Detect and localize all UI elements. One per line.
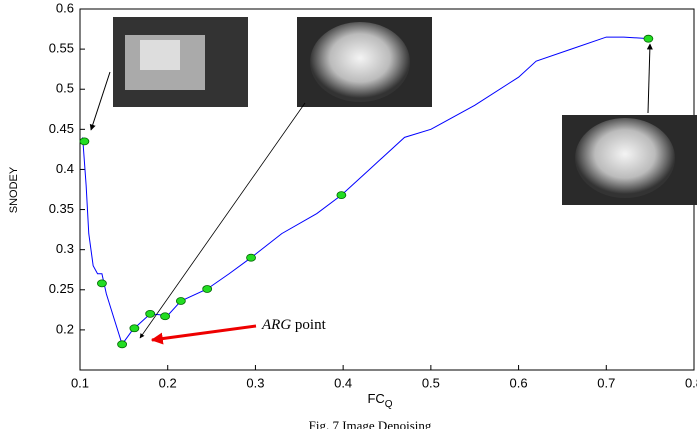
y-tick-label: 0.35 (49, 201, 74, 216)
data-point (643, 34, 654, 43)
annotation-text: point (291, 317, 326, 333)
insets (89, 17, 697, 345)
y-tick-label: 0.55 (49, 41, 74, 56)
x-tick-label: 0.1 (71, 375, 89, 390)
y-tick-label: 0.6 (56, 0, 74, 15)
data-line (82, 36, 649, 346)
y-tick-label: 0.25 (49, 281, 74, 296)
x-tick-label: 0.6 (510, 375, 528, 390)
inset-image (310, 22, 410, 102)
x-label-sub: Q (385, 399, 393, 410)
data-point (117, 340, 128, 349)
data-point (129, 324, 140, 333)
x-tick-label: 0.5 (422, 375, 440, 390)
caption: Fig. 7 Image Denoising (309, 418, 432, 429)
data-point (160, 312, 170, 321)
y-tick-label: 0.2 (56, 321, 74, 336)
x-tick-label: 0.4 (334, 375, 352, 390)
x-tick-label: 0.3 (246, 375, 264, 390)
inset-image (575, 118, 675, 198)
annotation-italic: ARG (261, 317, 291, 333)
arrow (150, 324, 257, 345)
data-point (145, 309, 156, 318)
y-tick-label: 0.3 (56, 241, 74, 256)
data-point (175, 297, 186, 305)
arrow (139, 102, 306, 339)
y-tick-label: 0.45 (49, 121, 74, 136)
x-label-main: FC (367, 391, 384, 406)
data-point (336, 191, 347, 200)
x-tick-label: 0.7 (597, 375, 615, 390)
data-point (202, 285, 213, 293)
x-tick-label: 0.8 (685, 375, 697, 390)
data-point (79, 137, 90, 146)
inset-image (140, 40, 180, 70)
data-point (97, 279, 107, 288)
x-axis-label: FCQ (367, 391, 392, 409)
y-tick-label: 0.5 (56, 81, 74, 96)
data-point (246, 253, 256, 262)
y-axis-label: SNODEY (8, 166, 20, 213)
annotation: ARG point (261, 317, 327, 333)
arrow (646, 43, 653, 114)
plot-area: 0.1 0.2 0.3 0.4 0.5 0.6 0.7 0.8 0.2 0.25 0.3 0.35 0.… (49, 0, 697, 390)
x-tick-label: 0.2 (159, 375, 177, 390)
arrow (89, 71, 111, 131)
y-tick-label: 0.4 (56, 161, 74, 176)
